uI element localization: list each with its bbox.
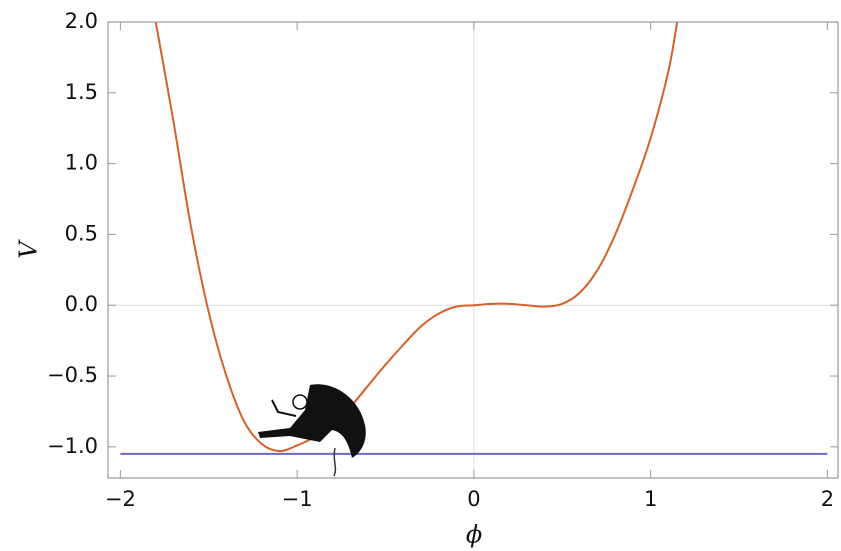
plot-layer [108,22,838,478]
y-tick-label: 0.0 [65,292,98,316]
line-series [154,22,679,453]
y-tick-label: 0.5 [65,221,98,245]
devil-figure [258,384,366,477]
x-tick-label: −1 [282,487,313,511]
x-tick-label: −2 [105,487,136,511]
y-tick-label: 1.0 [65,151,98,175]
curve-layer [120,22,828,455]
plot-frame [107,21,839,479]
x-tick-label: 0 [467,487,480,511]
y-tick-label: −0.5 [47,363,98,387]
x-axis-title: ϕ [466,521,482,549]
y-tick-label: 2.0 [65,9,98,33]
x-tick-label: 2 [821,487,834,511]
y-tick-label: −1.0 [47,434,98,458]
y-axis-title: V [15,239,43,259]
x-tick-label: 1 [644,487,657,511]
y-tick-label: 1.5 [65,80,98,104]
